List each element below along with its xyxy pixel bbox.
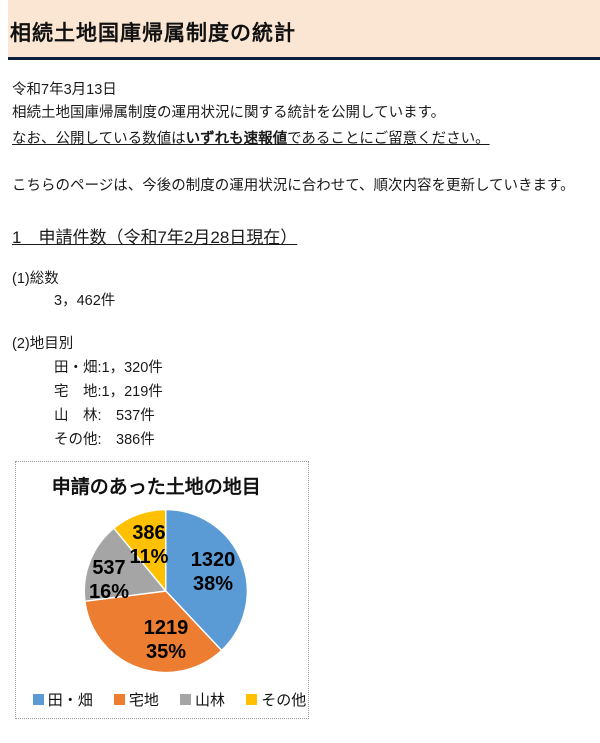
svg-text:11%: 11% [129, 546, 168, 568]
svg-text:38%: 38% [193, 573, 233, 595]
svg-text:1320: 1320 [190, 549, 235, 571]
svg-text:386: 386 [132, 522, 165, 544]
svg-text:35%: 35% [146, 641, 186, 663]
svg-text:537: 537 [92, 557, 125, 579]
svg-text:16%: 16% [89, 581, 129, 603]
svg-text:1219: 1219 [143, 617, 188, 639]
